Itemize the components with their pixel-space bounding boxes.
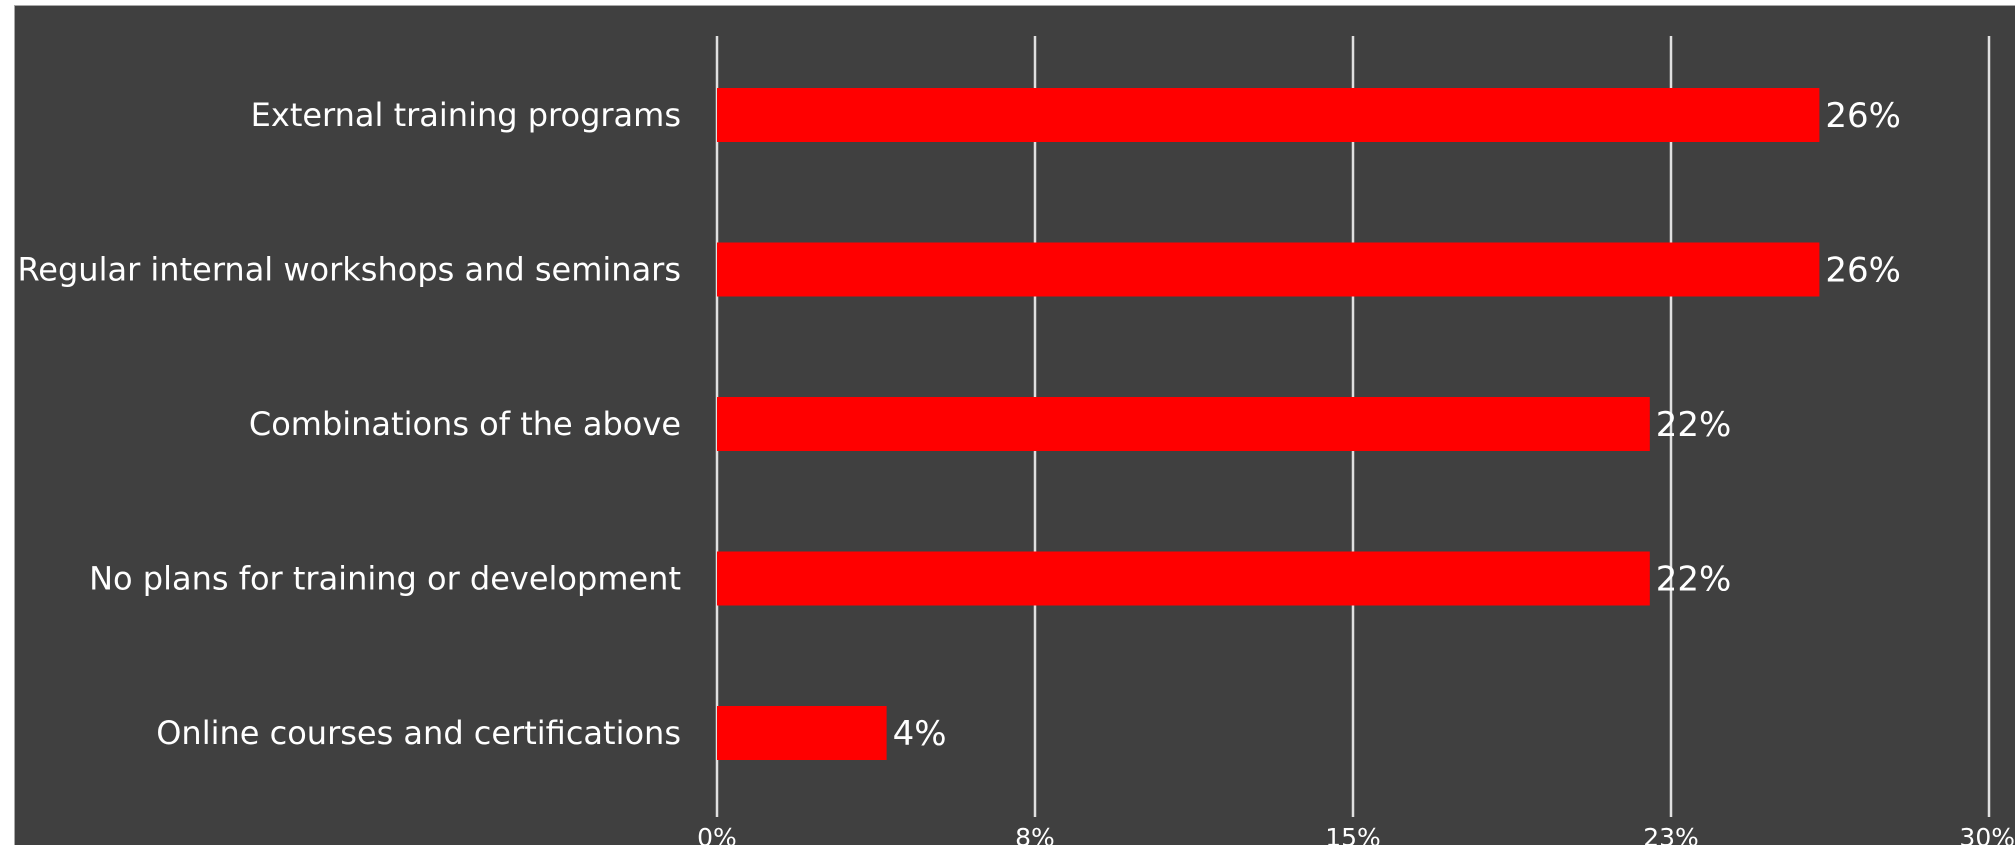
value-label: 22%: [1656, 560, 1732, 600]
category-label: Regular internal workshops and seminars: [18, 251, 682, 289]
x-tick-label: 30%: [1959, 823, 2015, 845]
category-label: No plans for training or development: [89, 560, 681, 598]
bar: [717, 242, 1820, 297]
bars: [717, 88, 1820, 760]
bar: [717, 397, 1650, 451]
category-label: External training programs: [251, 96, 681, 134]
value-label: 26%: [1825, 251, 1901, 291]
x-tick-labels: 0% 8% 15% 23% 30%: [697, 823, 2015, 845]
bar: [717, 551, 1650, 606]
x-tick-label: 23%: [1643, 823, 1699, 845]
category-labels: External training programs Regular intern…: [18, 96, 682, 752]
bar: [717, 88, 1820, 142]
value-label: 26%: [1825, 96, 1901, 136]
category-label: Combinations of the above: [249, 405, 681, 443]
x-tick-label: 0%: [697, 823, 737, 845]
category-label: Online courses and certifications: [156, 714, 681, 752]
bar: [717, 706, 887, 760]
x-tick-label: 8%: [1015, 823, 1055, 845]
value-label: 4%: [893, 714, 947, 754]
value-labels: 26% 26% 22% 22% 4%: [893, 96, 1901, 754]
x-tick-label: 15%: [1325, 823, 1381, 845]
value-label: 22%: [1656, 405, 1732, 445]
